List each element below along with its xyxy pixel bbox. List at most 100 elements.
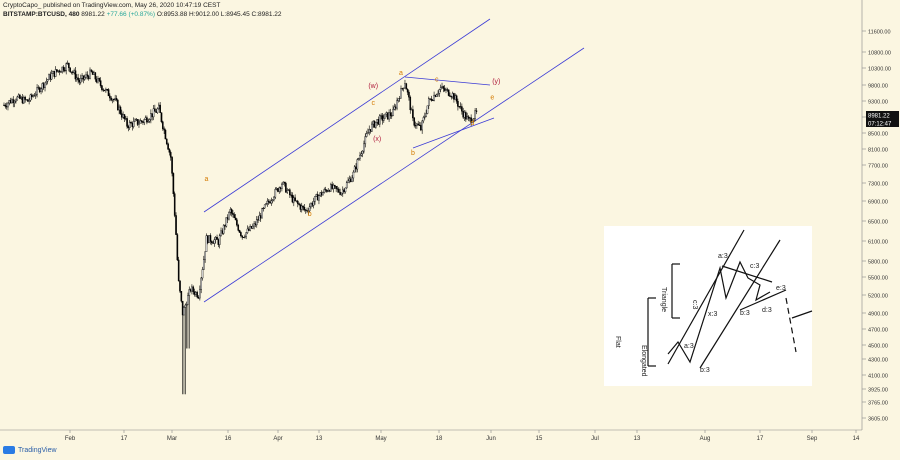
candle[interactable] <box>445 87 447 94</box>
candle[interactable] <box>151 113 154 121</box>
candle[interactable] <box>12 96 15 108</box>
candle[interactable] <box>241 235 244 240</box>
candle[interactable] <box>7 101 9 111</box>
candle[interactable] <box>188 286 191 349</box>
candle[interactable] <box>308 203 311 213</box>
candle[interactable] <box>279 186 282 193</box>
candle[interactable] <box>147 118 150 123</box>
candle[interactable] <box>258 211 261 221</box>
candle[interactable] <box>400 85 402 99</box>
candle[interactable] <box>34 91 37 99</box>
candle[interactable] <box>69 67 71 73</box>
candle[interactable] <box>19 93 21 100</box>
candle[interactable] <box>85 71 87 80</box>
candle[interactable] <box>74 67 77 82</box>
candle[interactable] <box>213 237 216 247</box>
candle[interactable] <box>70 71 73 75</box>
candle[interactable] <box>9 97 12 104</box>
candle[interactable] <box>431 98 434 102</box>
candle[interactable] <box>330 182 332 192</box>
candle[interactable] <box>359 151 361 161</box>
candle[interactable] <box>381 113 384 125</box>
candle[interactable] <box>163 126 165 134</box>
symbol-name[interactable]: BITSTAMP:BTCUSD, 480 <box>3 11 80 18</box>
candle[interactable] <box>106 88 109 92</box>
candle[interactable] <box>355 163 357 173</box>
candle[interactable] <box>180 291 183 303</box>
candle[interactable] <box>396 97 398 111</box>
candle[interactable] <box>344 187 347 194</box>
candle[interactable] <box>298 202 300 206</box>
candle[interactable] <box>254 221 257 228</box>
candle[interactable] <box>78 78 81 86</box>
candle[interactable] <box>154 104 156 112</box>
candle[interactable] <box>283 181 286 187</box>
candle[interactable] <box>110 96 112 102</box>
candle[interactable] <box>382 114 385 123</box>
candle[interactable] <box>471 118 474 124</box>
candle[interactable] <box>259 212 262 222</box>
candle[interactable] <box>446 87 449 92</box>
candle[interactable] <box>45 77 48 86</box>
candle[interactable] <box>336 185 339 193</box>
candle[interactable] <box>229 207 232 216</box>
candle[interactable] <box>413 116 416 128</box>
candle[interactable] <box>293 195 295 207</box>
candle[interactable] <box>224 224 226 230</box>
candle[interactable] <box>40 87 42 95</box>
candle[interactable] <box>140 120 143 124</box>
candle[interactable] <box>466 112 468 120</box>
candle[interactable] <box>389 108 392 119</box>
candle[interactable] <box>335 186 337 193</box>
candle[interactable] <box>437 90 439 97</box>
candle[interactable] <box>86 71 89 80</box>
candle[interactable] <box>177 256 180 282</box>
footer-brand[interactable]: TradingView <box>18 446 57 454</box>
candle[interactable] <box>345 180 348 189</box>
candle[interactable] <box>220 227 222 237</box>
candle[interactable] <box>3 102 5 106</box>
candle[interactable] <box>68 62 70 72</box>
candle[interactable] <box>251 223 254 230</box>
candle[interactable] <box>127 124 130 132</box>
candle[interactable] <box>158 102 160 110</box>
candle[interactable] <box>230 208 233 217</box>
candle[interactable] <box>361 150 364 158</box>
candle[interactable] <box>273 195 275 202</box>
candle[interactable] <box>282 181 285 185</box>
candle[interactable] <box>371 121 373 132</box>
candle[interactable] <box>115 95 118 102</box>
candle[interactable] <box>118 104 120 115</box>
candle[interactable] <box>377 116 380 126</box>
candle[interactable] <box>457 98 459 111</box>
candle[interactable] <box>324 186 327 193</box>
candle[interactable] <box>203 255 205 270</box>
candle[interactable] <box>167 142 169 150</box>
candle[interactable] <box>44 82 46 92</box>
candle[interactable] <box>200 277 202 294</box>
candle[interactable] <box>72 70 74 75</box>
candle[interactable] <box>165 138 168 146</box>
candle[interactable] <box>474 107 476 122</box>
candle[interactable] <box>197 295 200 299</box>
candle[interactable] <box>53 71 56 79</box>
candle[interactable] <box>83 74 86 81</box>
candle[interactable] <box>368 125 371 136</box>
candle[interactable] <box>132 117 135 129</box>
candle[interactable] <box>246 225 249 235</box>
candle[interactable] <box>20 95 23 100</box>
candle[interactable] <box>189 288 192 293</box>
candle[interactable] <box>398 96 401 102</box>
candle[interactable] <box>242 236 245 238</box>
candle[interactable] <box>390 112 393 119</box>
candle[interactable] <box>299 203 302 213</box>
candle[interactable] <box>175 212 177 236</box>
candle[interactable] <box>117 99 119 111</box>
candle[interactable] <box>4 103 7 109</box>
candle[interactable] <box>310 202 312 209</box>
candle[interactable] <box>150 109 152 124</box>
candle[interactable] <box>168 148 171 156</box>
candle[interactable] <box>185 301 188 349</box>
triangle-lower-line[interactable] <box>412 117 495 149</box>
candle[interactable] <box>347 177 349 184</box>
